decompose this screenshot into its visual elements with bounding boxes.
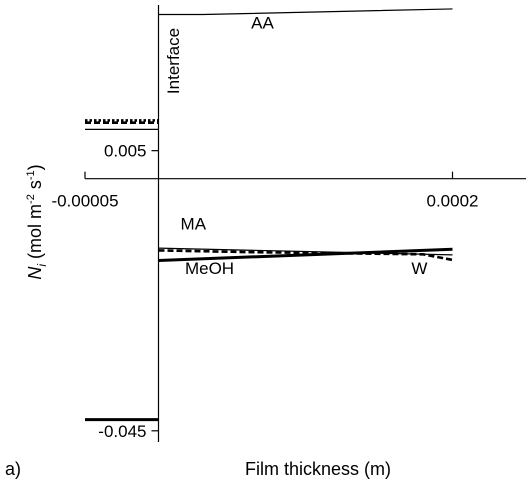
panel-label: a) <box>5 459 21 479</box>
ticks: -0.00005 0.0002 0.005 -0.045 <box>51 142 478 441</box>
annotations: Interface AA MA MeOH W <box>164 14 428 278</box>
y-axis-label: Ni (mol m-2 s-1) <box>25 164 49 279</box>
y-axis-label-subscript: i <box>35 264 49 267</box>
annotation-aa: AA <box>251 14 274 33</box>
y-axis-label-exponent-2: -1 <box>25 170 37 180</box>
x-tick-label: -0.00005 <box>51 192 118 211</box>
x-tick-label: 0.0002 <box>427 192 479 211</box>
y-axis-label-exponent-1: -2 <box>25 194 37 204</box>
x-axis-label: Film thickness (m) <box>245 459 391 479</box>
annotation-interface: Interface <box>164 28 183 94</box>
y-axis-label-symbol: N <box>25 266 45 280</box>
series-lines <box>158 8 453 262</box>
bulk-lines <box>85 119 159 422</box>
y-tick-label: 0.005 <box>104 142 147 161</box>
y-tick-label: -0.045 <box>98 422 146 441</box>
axes <box>85 5 526 442</box>
series-line-meoh <box>158 247 453 262</box>
y-axis-label-unit-mid: s <box>25 180 45 194</box>
annotation-ma: MA <box>181 215 207 234</box>
annotation-w: W <box>411 259 427 278</box>
series-line-aa <box>158 8 453 16</box>
y-axis-label-unit-open: (mol m <box>25 204 45 264</box>
y-axis-label-unit-close: ) <box>25 164 45 170</box>
annotation-meoh: MeOH <box>185 259 234 278</box>
